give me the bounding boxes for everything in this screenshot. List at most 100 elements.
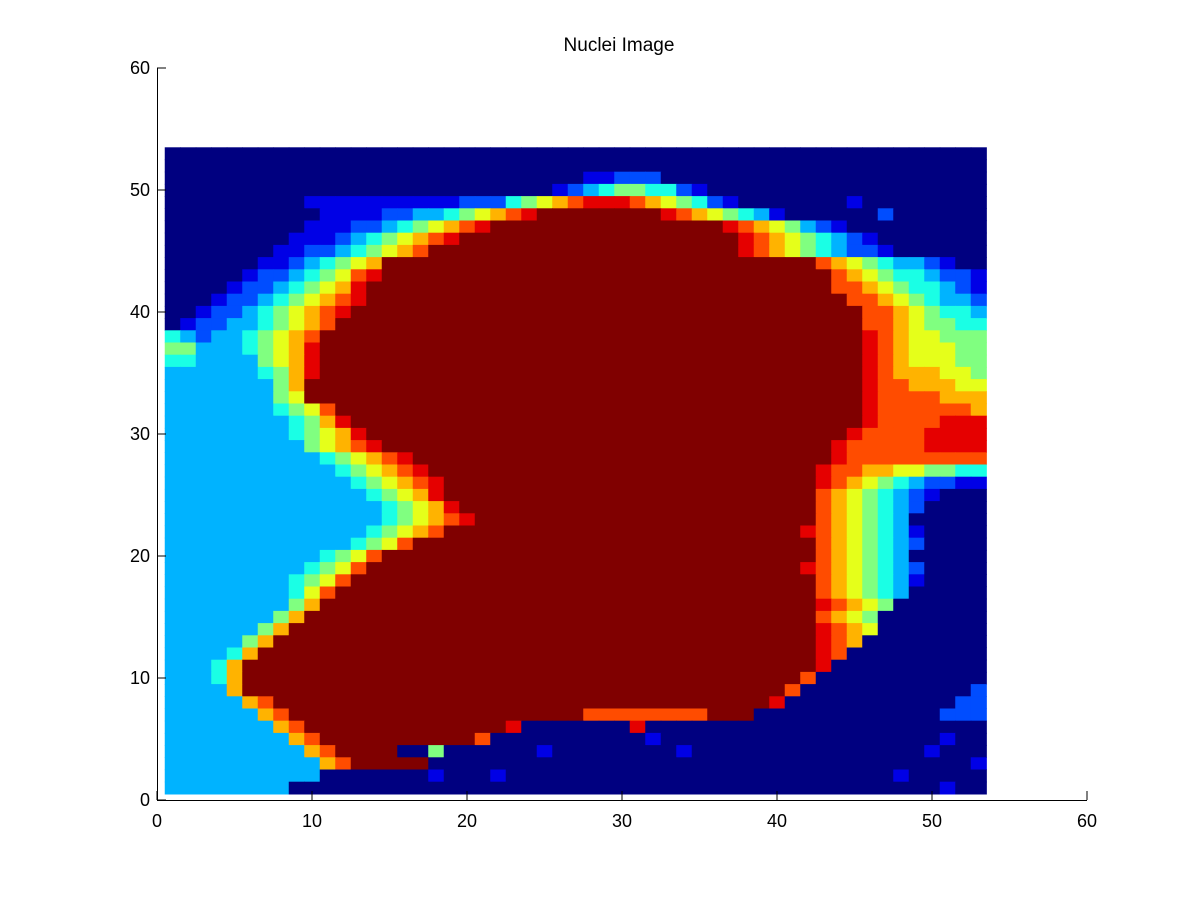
heatmap-cell <box>335 781 352 795</box>
heatmap-cell <box>226 318 243 331</box>
heatmap-cell <box>645 708 662 722</box>
heatmap-cell <box>521 171 538 185</box>
heatmap-cell <box>490 488 507 502</box>
heatmap-cell <box>691 549 708 563</box>
heatmap-cell <box>862 366 879 380</box>
heatmap-cell <box>242 305 259 319</box>
heatmap-cell <box>521 366 538 380</box>
heatmap-cell <box>753 318 770 331</box>
heatmap-cell <box>180 708 197 722</box>
heatmap-cell <box>288 769 305 783</box>
heatmap-cell <box>536 415 553 429</box>
heatmap-cell <box>691 257 708 270</box>
heatmap-cell <box>505 330 522 344</box>
heatmap-cell <box>908 476 925 490</box>
heatmap-cell <box>335 671 352 685</box>
heatmap-cell <box>908 574 925 588</box>
heatmap-cell <box>211 342 228 356</box>
heatmap-cell <box>815 330 832 344</box>
heatmap-cell <box>195 549 212 563</box>
heatmap-cell <box>753 147 770 161</box>
heatmap-cell <box>521 464 538 478</box>
heatmap-cell <box>350 659 367 673</box>
heatmap-cell <box>955 208 972 222</box>
heatmap-cell <box>211 708 228 722</box>
heatmap-cell <box>583 574 600 588</box>
heatmap-cell <box>707 269 724 283</box>
heatmap-cell <box>660 208 677 222</box>
heatmap-cell <box>552 391 569 405</box>
heatmap-cell <box>691 732 708 746</box>
heatmap-cell <box>164 708 181 722</box>
heatmap-cell <box>614 171 631 185</box>
x-tick-label: 40 <box>767 811 787 831</box>
heatmap-cell <box>893 488 910 502</box>
heatmap-cell <box>970 318 987 331</box>
heatmap-cell <box>598 208 615 222</box>
heatmap-cell <box>722 647 739 661</box>
heatmap-cell <box>490 379 507 392</box>
heatmap-cell <box>505 586 522 600</box>
heatmap-cell <box>939 159 956 173</box>
heatmap-cell <box>970 501 987 514</box>
heatmap-cell <box>784 745 801 758</box>
heatmap-cell <box>877 488 894 502</box>
heatmap-cell <box>211 330 228 344</box>
heatmap-cell <box>707 696 724 710</box>
heatmap-cell <box>505 208 522 222</box>
heatmap-cell <box>583 464 600 478</box>
heatmap-cell <box>257 391 274 405</box>
heatmap-cell <box>443 659 460 673</box>
heatmap-cell <box>645 647 662 661</box>
heatmap-cell <box>195 708 212 722</box>
heatmap-cell <box>242 354 259 368</box>
heatmap-cell <box>257 781 274 795</box>
heatmap-cell <box>784 623 801 636</box>
heatmap-cell <box>521 403 538 417</box>
heatmap-cell <box>490 244 507 258</box>
heatmap-cell <box>924 513 941 527</box>
heatmap-cell <box>707 525 724 539</box>
heatmap-cell <box>505 232 522 246</box>
heatmap-cell <box>381 732 398 746</box>
heatmap-cell <box>211 525 228 539</box>
heatmap-cell <box>831 684 848 697</box>
heatmap-cell <box>381 647 398 661</box>
heatmap-cell <box>598 330 615 344</box>
heatmap-cell <box>443 525 460 539</box>
heatmap-cell <box>707 586 724 600</box>
heatmap-cell <box>583 440 600 453</box>
heatmap-cell <box>645 281 662 295</box>
heatmap-cell <box>784 501 801 514</box>
heatmap-cell <box>164 647 181 661</box>
heatmap-cell <box>350 220 367 234</box>
heatmap-cell <box>350 732 367 746</box>
heatmap-cell <box>800 635 817 649</box>
heatmap-cell <box>862 623 879 636</box>
heatmap-cell <box>428 452 445 466</box>
heatmap-cell <box>862 171 879 185</box>
heatmap-cell <box>815 684 832 697</box>
heatmap-cell <box>645 720 662 734</box>
heatmap-cell <box>552 293 569 307</box>
heatmap-cell <box>567 440 584 453</box>
heatmap-cell <box>815 488 832 502</box>
heatmap-cell <box>707 537 724 551</box>
heatmap-cell <box>738 196 755 209</box>
heatmap-cell <box>319 427 336 441</box>
heatmap-cell <box>304 562 321 575</box>
heatmap-cell <box>970 159 987 173</box>
heatmap-cell <box>955 708 972 722</box>
heatmap-cell <box>815 147 832 161</box>
heatmap-cell <box>412 159 429 173</box>
heatmap-cell <box>273 684 290 697</box>
heatmap-cell <box>707 684 724 697</box>
heatmap-cell <box>412 549 429 563</box>
heatmap-cell <box>195 574 212 588</box>
heatmap-cell <box>397 488 414 502</box>
heatmap-cell <box>738 342 755 356</box>
heatmap-cell <box>753 244 770 258</box>
heatmap-cell <box>908 501 925 514</box>
heatmap-cell <box>862 708 879 722</box>
heatmap-cell <box>350 513 367 527</box>
